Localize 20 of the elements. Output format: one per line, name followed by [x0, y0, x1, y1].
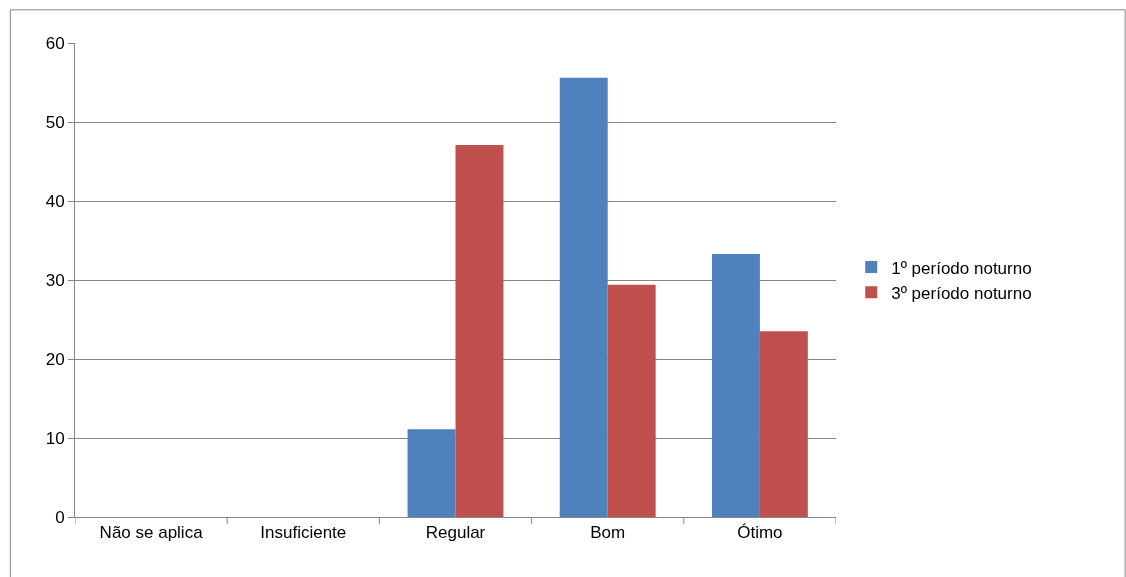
bar	[559, 77, 608, 517]
x-tick-label: Não se aplica	[99, 523, 204, 543]
bar	[711, 253, 760, 517]
x-tick-label: Bom	[590, 523, 626, 543]
y-tick-label: 0	[55, 507, 65, 527]
x-tick-label: Ótimo	[737, 523, 783, 543]
y-tick-label: 30	[45, 270, 65, 290]
bar	[455, 144, 504, 517]
x-tick-label: Insuficiente	[260, 523, 347, 543]
legend-label: 1º período noturno	[891, 258, 1032, 278]
bar	[607, 284, 656, 517]
bar	[407, 429, 456, 517]
y-tick-label: 20	[45, 349, 65, 369]
y-tick-label: 10	[45, 428, 65, 448]
x-tick-label: Regular	[425, 523, 486, 543]
y-tick-label: 50	[45, 112, 65, 132]
bar	[759, 331, 808, 517]
y-tick-label: 40	[45, 191, 65, 211]
legend-label: 3º período noturno	[891, 283, 1032, 303]
y-tick-label: 60	[45, 33, 65, 53]
